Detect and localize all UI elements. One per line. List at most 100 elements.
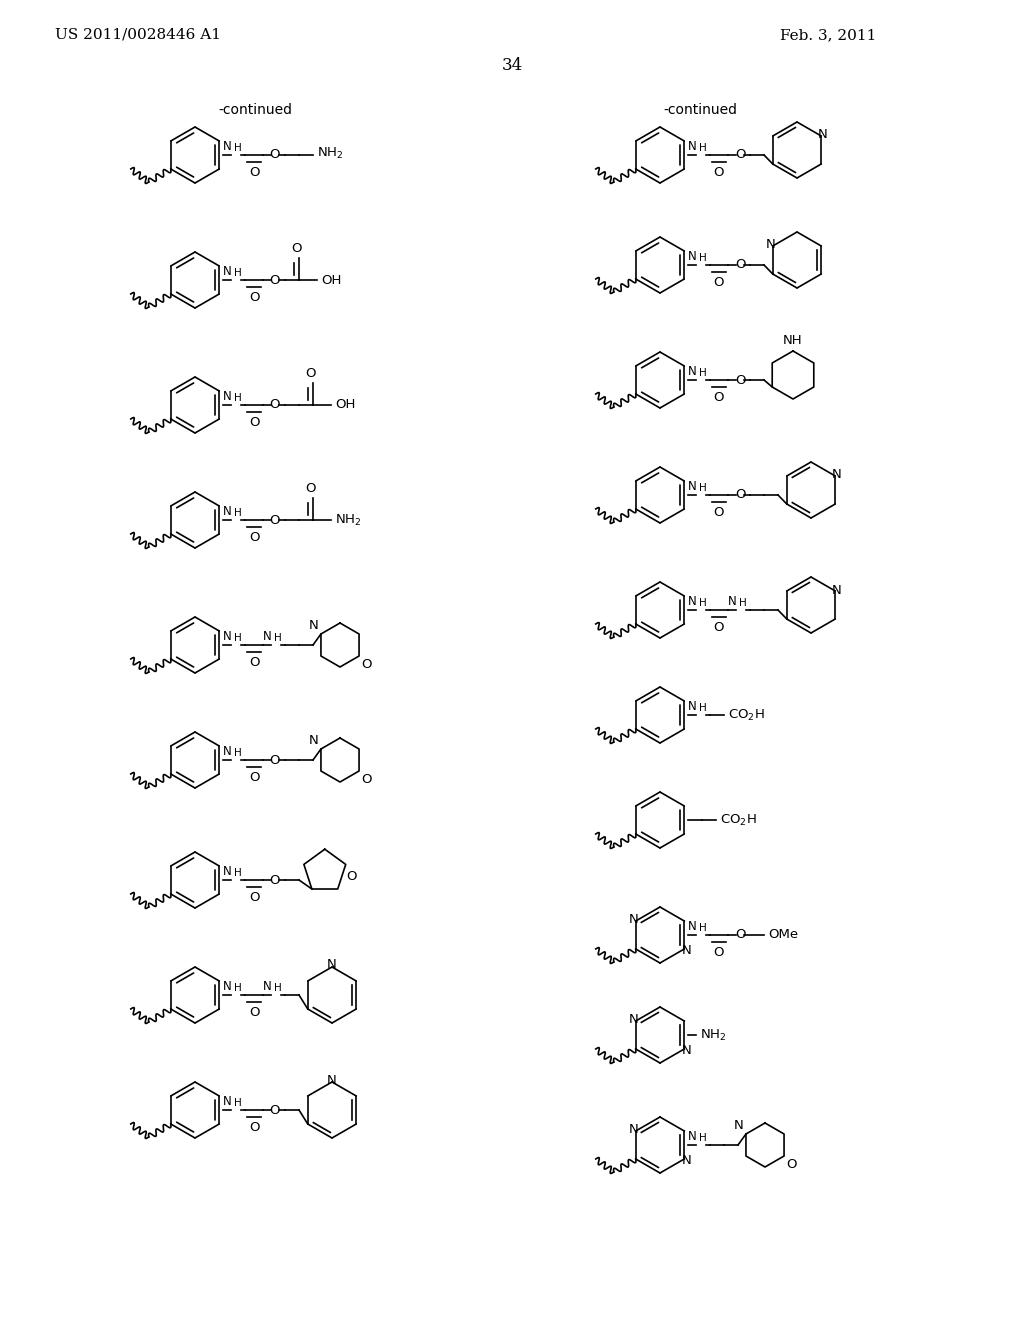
Text: O: O [735, 259, 745, 272]
Text: N: N [309, 619, 318, 632]
Text: H: H [234, 508, 242, 517]
Text: O: O [735, 928, 745, 941]
Text: O: O [249, 891, 259, 904]
Text: H: H [699, 1133, 707, 1143]
Text: H: H [234, 869, 242, 878]
Text: H: H [699, 143, 707, 153]
Text: N: N [688, 480, 697, 492]
Text: N: N [223, 865, 232, 878]
Text: N: N [223, 744, 232, 758]
Text: 34: 34 [502, 57, 522, 74]
Text: H: H [234, 268, 242, 279]
Text: H: H [234, 393, 242, 403]
Text: O: O [269, 513, 281, 527]
Text: OMe: OMe [768, 928, 798, 941]
Text: NH$_2$: NH$_2$ [317, 145, 343, 161]
Text: O: O [249, 1121, 259, 1134]
Text: O: O [249, 771, 259, 784]
Text: O: O [714, 946, 724, 960]
Text: H: H [234, 143, 242, 153]
Text: CO$_2$H: CO$_2$H [728, 708, 765, 722]
Text: O: O [249, 416, 259, 429]
Text: N: N [223, 265, 232, 279]
Text: N: N [629, 913, 638, 927]
Text: N: N [223, 1096, 232, 1107]
Text: H: H [274, 634, 282, 643]
Text: N: N [818, 128, 827, 141]
Text: N: N [766, 239, 776, 252]
Text: O: O [269, 754, 281, 767]
Text: O: O [347, 870, 357, 883]
Text: N: N [688, 700, 697, 713]
Text: NH$_2$: NH$_2$ [700, 1027, 726, 1043]
Text: H: H [234, 748, 242, 758]
Text: -continued: -continued [218, 103, 292, 117]
Text: O: O [249, 166, 259, 180]
Text: N: N [682, 944, 692, 957]
Text: O: O [714, 276, 724, 289]
Text: O: O [735, 374, 745, 387]
Text: N: N [327, 1073, 337, 1086]
Text: N: N [223, 389, 232, 403]
Text: O: O [269, 399, 281, 412]
Text: N: N [688, 1130, 697, 1143]
Text: O: O [714, 166, 724, 180]
Text: H: H [699, 253, 707, 263]
Text: O: O [249, 656, 259, 669]
Text: N: N [688, 595, 697, 609]
Text: N: N [629, 1012, 638, 1026]
Text: N: N [327, 958, 337, 972]
Text: N: N [263, 979, 272, 993]
Text: H: H [699, 704, 707, 713]
Text: H: H [234, 634, 242, 643]
Text: O: O [714, 391, 724, 404]
Text: O: O [292, 242, 302, 255]
Text: O: O [249, 531, 259, 544]
Text: N: N [309, 734, 318, 747]
Text: O: O [735, 149, 745, 161]
Text: NH: NH [783, 334, 803, 347]
Text: OH: OH [335, 399, 355, 412]
Text: O: O [714, 620, 724, 634]
Text: N: N [728, 595, 737, 609]
Text: H: H [234, 1098, 242, 1107]
Text: -continued: -continued [663, 103, 737, 117]
Text: O: O [306, 482, 316, 495]
Text: O: O [361, 657, 372, 671]
Text: O: O [714, 506, 724, 519]
Text: H: H [739, 598, 746, 609]
Text: N: N [833, 583, 842, 597]
Text: N: N [682, 1044, 692, 1057]
Text: N: N [833, 469, 842, 482]
Text: O: O [786, 1158, 797, 1171]
Text: US 2011/0028446 A1: US 2011/0028446 A1 [55, 28, 221, 42]
Text: O: O [306, 367, 316, 380]
Text: H: H [699, 923, 707, 933]
Text: N: N [688, 920, 697, 933]
Text: Feb. 3, 2011: Feb. 3, 2011 [780, 28, 877, 42]
Text: CO$_2$H: CO$_2$H [720, 812, 757, 828]
Text: N: N [682, 1154, 692, 1167]
Text: O: O [269, 874, 281, 887]
Text: H: H [699, 483, 707, 492]
Text: N: N [734, 1119, 744, 1133]
Text: N: N [629, 1123, 638, 1137]
Text: N: N [688, 249, 697, 263]
Text: N: N [688, 140, 697, 153]
Text: NH$_2$: NH$_2$ [335, 512, 361, 528]
Text: H: H [274, 983, 282, 993]
Text: N: N [223, 506, 232, 517]
Text: H: H [699, 598, 707, 609]
Text: N: N [223, 979, 232, 993]
Text: O: O [361, 774, 372, 785]
Text: OH: OH [321, 273, 341, 286]
Text: O: O [269, 273, 281, 286]
Text: N: N [688, 366, 697, 378]
Text: N: N [223, 630, 232, 643]
Text: O: O [269, 1104, 281, 1117]
Text: O: O [249, 1006, 259, 1019]
Text: H: H [234, 983, 242, 993]
Text: O: O [735, 488, 745, 502]
Text: O: O [249, 290, 259, 304]
Text: N: N [223, 140, 232, 153]
